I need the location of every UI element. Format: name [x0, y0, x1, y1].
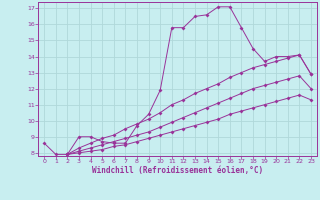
- X-axis label: Windchill (Refroidissement éolien,°C): Windchill (Refroidissement éolien,°C): [92, 166, 263, 175]
